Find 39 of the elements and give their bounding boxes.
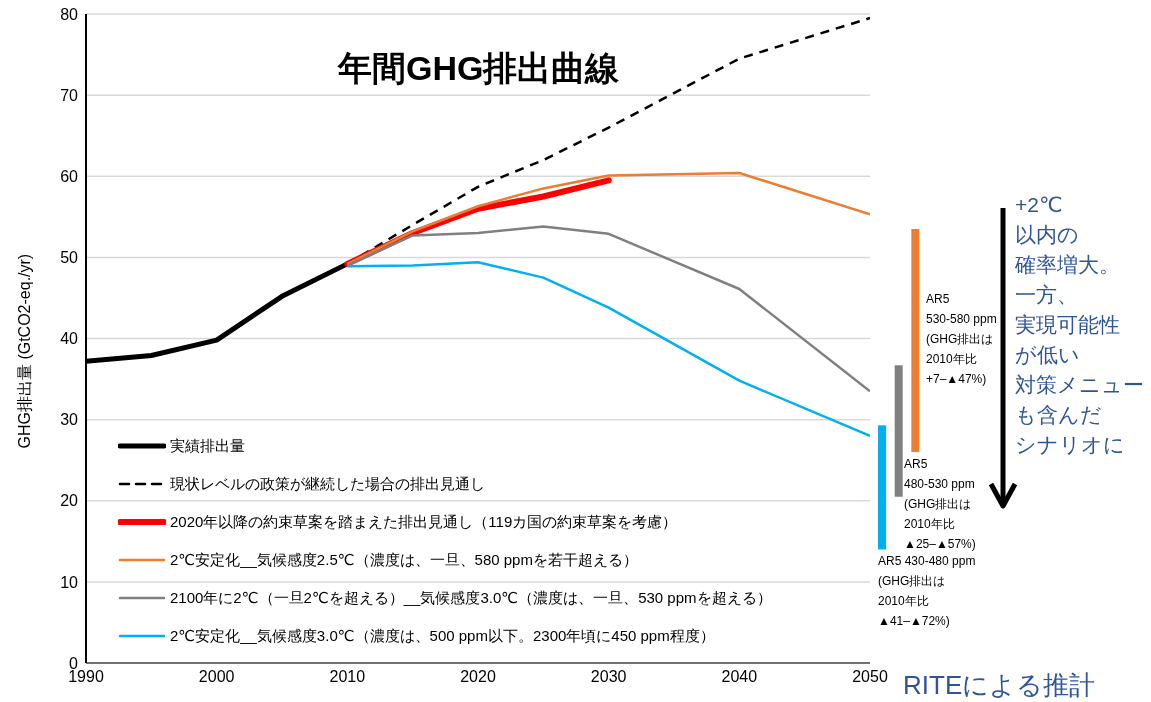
y-tick-label: 50 bbox=[60, 249, 79, 267]
text: 一方、 bbox=[1015, 282, 1078, 308]
y-tick-label: 20 bbox=[60, 492, 79, 510]
legend-label: 実績排出量 bbox=[170, 436, 245, 456]
text: 対策メニュー bbox=[1015, 372, 1144, 398]
y-tick-label: 60 bbox=[60, 167, 79, 185]
legend-label: 2℃安定化__気候感度2.5℃（濃度は、一旦、580 ppmを若干超える） bbox=[170, 550, 638, 570]
y-axis-title: GHG排出量 (GtCO2-eq./yr) bbox=[15, 253, 33, 449]
line-series bbox=[346, 260, 870, 438]
text: が低い bbox=[1015, 342, 1080, 368]
legend-label: 現状レベルの政策が継続した場合の排出見通し bbox=[170, 474, 485, 494]
legend-label: 2020年以降の約束草案を踏まえた排出見通し（119カ国の約束草案を考慮） bbox=[170, 512, 678, 532]
text: シナリオに bbox=[1015, 432, 1125, 458]
text: 以内の bbox=[1015, 222, 1079, 248]
legend-label: 2100年に2℃（一旦2℃を超える）__気候感度3.0℃（濃度は、一旦、530 ppmを超える） bbox=[170, 588, 772, 608]
text: AR5 530-580 ppm (GHG排出は 2010年比 +7–▲47%) bbox=[926, 290, 997, 388]
x-tick-label: 2000 bbox=[198, 668, 235, 686]
text: も含んだ bbox=[1015, 402, 1102, 428]
line-series bbox=[346, 225, 870, 393]
annotation: AR5 480-530 ppm (GHG排出は 2010年比 ▲25–▲57%) bbox=[904, 456, 976, 554]
x-tick-label: 2050 bbox=[852, 668, 888, 686]
text: 確率増大。 bbox=[1015, 252, 1120, 278]
x-tick-label: 2010 bbox=[329, 668, 366, 686]
text: 年間GHG排出曲線 bbox=[338, 48, 620, 89]
text: 実現可能性 bbox=[1015, 312, 1120, 338]
x-tick-label: 2020 bbox=[460, 668, 496, 686]
y-tick-label: 40 bbox=[60, 330, 79, 348]
line-series bbox=[346, 171, 870, 266]
text: +2℃ bbox=[1015, 192, 1063, 218]
x-tick-label: 1990 bbox=[68, 668, 104, 686]
text: RITEによる推計 bbox=[903, 669, 1096, 702]
y-tick-label: 70 bbox=[60, 86, 79, 104]
y-tick-label: 30 bbox=[60, 411, 79, 429]
x-tick-label: 2030 bbox=[590, 668, 627, 686]
legend-label: 2℃安定化__気候感度3.0℃（濃度は、500 ppm以下。2300年頃に450 ppm程度） bbox=[170, 626, 715, 646]
annotation: AR5 430-480 ppm (GHG排出は 2010年比 ▲41–▲72%) bbox=[878, 553, 976, 631]
x-tick-label: 2040 bbox=[721, 668, 758, 686]
y-tick-label: 10 bbox=[60, 573, 79, 591]
y-tick-label: 80 bbox=[60, 5, 79, 23]
